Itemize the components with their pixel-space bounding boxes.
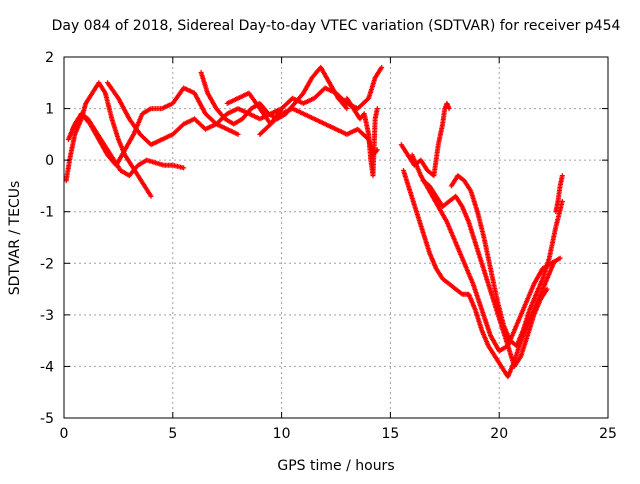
y-axis-label: SDTVAR / TECUs	[7, 181, 23, 296]
data-point	[148, 193, 154, 199]
series-sat-track-10	[400, 167, 557, 380]
data-point	[344, 106, 350, 112]
chart-title: Day 084 of 2018, Sidereal Day-to-day VTE…	[52, 18, 621, 34]
y-tick-label: -5	[40, 411, 54, 427]
data-point	[235, 131, 241, 137]
y-tick-label: -4	[40, 359, 54, 375]
data-point	[544, 286, 550, 292]
series-sat-track-12	[420, 178, 550, 369]
data-point	[181, 165, 187, 171]
data-point	[446, 106, 452, 112]
series-sat-track-1	[63, 80, 154, 199]
series-sat-track-14	[553, 173, 565, 215]
x-tick-label: 0	[60, 426, 69, 442]
y-tick-label: -3	[40, 308, 54, 324]
y-tick-label: -2	[40, 256, 54, 272]
x-tick-label: 15	[381, 426, 399, 442]
x-tick-label: 10	[273, 426, 291, 442]
series-sat-track-9	[398, 100, 452, 179]
y-tick-label: 2	[45, 50, 54, 66]
data-point	[379, 64, 385, 70]
y-tick-label: 1	[45, 102, 54, 118]
y-tick-label: 0	[45, 153, 54, 169]
data-point	[374, 106, 380, 112]
data-point	[557, 255, 563, 261]
y-tick-label: -1	[40, 205, 54, 221]
series-sat-track-11	[409, 152, 563, 354]
series-sat-track-8	[344, 95, 380, 179]
x-tick-label: 5	[168, 426, 177, 442]
x-tick-label: 20	[490, 426, 508, 442]
series-sat-track-13	[448, 173, 565, 349]
data-point	[559, 173, 565, 179]
data-point	[559, 198, 565, 204]
x-tick-label: 25	[599, 426, 617, 442]
ticks-layer: 0 5 10 15 20 25 -5 -4 -3 -2 -1 0 1 2	[40, 50, 617, 442]
plot-frame	[63, 56, 609, 419]
marks-layer	[63, 64, 565, 380]
x-axis-label: GPS time / hours	[277, 458, 394, 474]
